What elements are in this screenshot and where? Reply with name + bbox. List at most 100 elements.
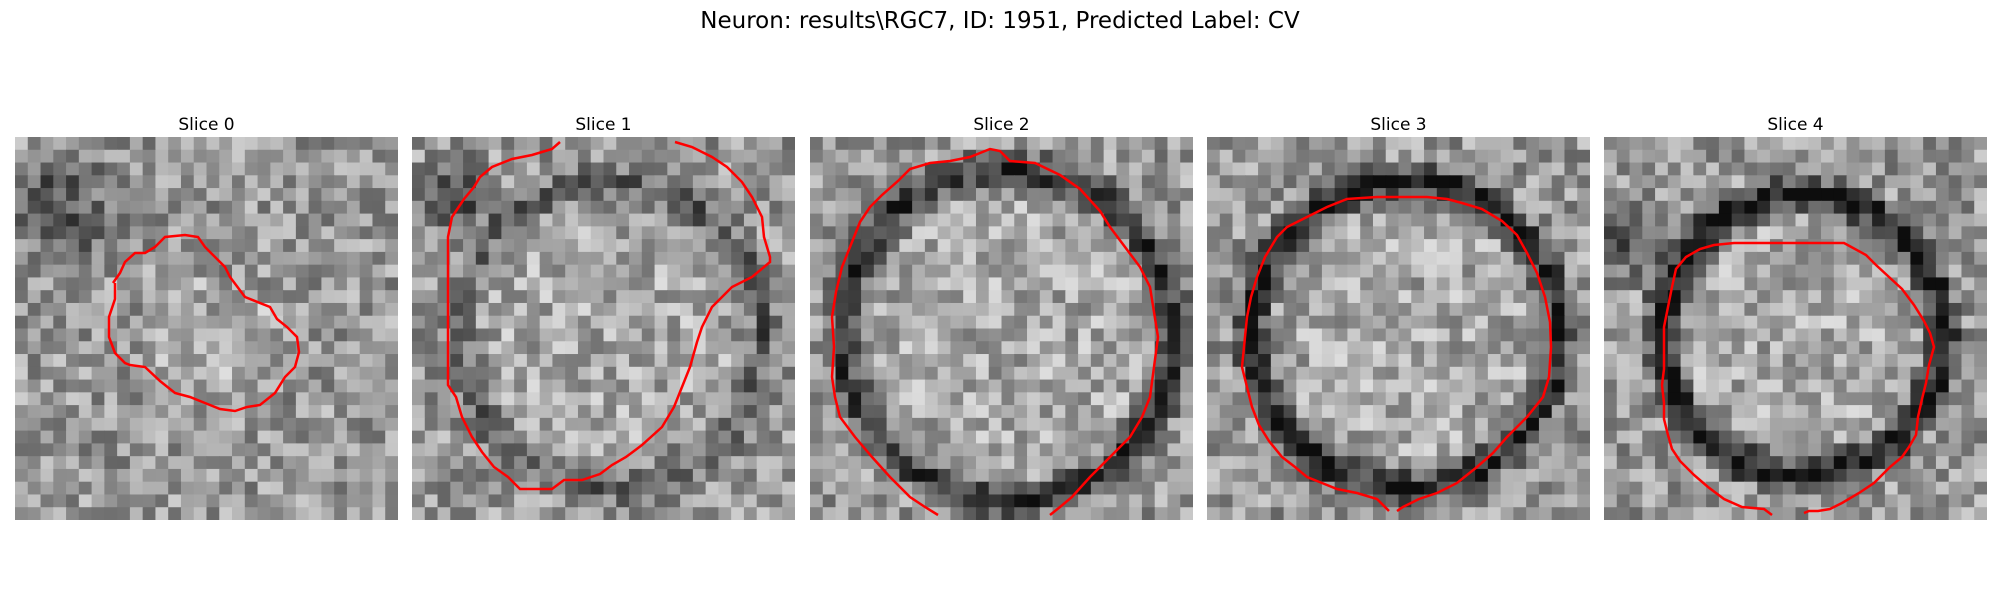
pixel-cell	[78, 481, 93, 496]
pixel-cell	[1154, 468, 1169, 483]
pixel-cell	[1347, 251, 1361, 266]
pixel-cell	[168, 456, 182, 470]
pixel-cell	[912, 341, 926, 355]
pixel-cell	[1065, 379, 1079, 393]
pixel-cell	[1821, 149, 1835, 164]
pixel-cell	[1538, 251, 1553, 266]
pixel-cell	[1436, 417, 1451, 432]
pixel-cell	[1706, 341, 1720, 355]
pixel-cell	[1296, 405, 1310, 419]
pixel-cell	[1897, 175, 1911, 189]
pixel-cell	[270, 456, 284, 470]
pixel-cell	[257, 366, 271, 381]
pixel-cell	[1014, 456, 1028, 470]
pixel-cell	[590, 354, 605, 368]
pixel-cell	[1769, 175, 1784, 189]
pixel-cell	[1795, 366, 1809, 381]
pixel-cell	[1398, 405, 1412, 419]
pixel-cell	[822, 226, 837, 240]
pixel-cell	[861, 366, 875, 381]
pixel-cell	[988, 213, 1003, 227]
pixel-cell	[539, 251, 554, 266]
pixel-cell	[1462, 213, 1476, 227]
pixel-cell	[1513, 213, 1527, 227]
pixel-cell	[899, 430, 913, 444]
pixel-cell	[142, 328, 157, 342]
pixel-cell	[769, 264, 783, 279]
pixel-cell	[501, 226, 515, 240]
pixel-cell	[988, 137, 1003, 151]
pixel-cell	[912, 328, 926, 342]
pixel-cell	[565, 354, 579, 368]
pixel-cell	[91, 137, 105, 151]
pixel-cell	[1180, 149, 1193, 164]
pixel-cell	[1680, 137, 1694, 151]
pixel-cell	[1103, 302, 1117, 317]
pixel-cell	[1167, 341, 1181, 355]
pixel-cell	[1706, 443, 1720, 457]
pixel-cell	[756, 379, 771, 393]
pixel-cell	[40, 405, 54, 419]
pixel-cell	[1372, 226, 1387, 240]
pixel-cell	[1513, 188, 1527, 202]
pixel-cell	[692, 494, 707, 508]
pixel-cell	[1296, 264, 1310, 279]
pixel-cell	[1744, 162, 1758, 176]
pixel-cell	[1270, 494, 1285, 508]
pixel-cell	[1027, 405, 1041, 419]
pixel-cell	[616, 379, 630, 393]
pixel-cell	[641, 302, 656, 317]
pixel-cell	[1027, 188, 1041, 202]
pixel-cell	[1309, 507, 1323, 520]
pixel-cell	[321, 341, 335, 355]
pixel-cell	[104, 379, 118, 393]
pixel-cell	[15, 366, 29, 381]
pixel-cell	[1309, 162, 1323, 176]
pixel-cell	[1526, 443, 1540, 457]
pixel-cell	[1731, 481, 1746, 496]
pixel-cell	[66, 188, 80, 202]
pixel-cell	[1001, 149, 1015, 164]
pixel-cell	[232, 137, 246, 151]
pixel-cell	[1808, 137, 1822, 151]
pixel-cell	[359, 430, 374, 444]
pixel-cell	[129, 137, 144, 151]
pixel-cell	[718, 379, 732, 393]
pixel-cell	[1475, 328, 1489, 342]
pixel-cell	[219, 162, 233, 176]
pixel-cell	[1167, 239, 1181, 253]
pixel-cell	[437, 430, 451, 444]
pixel-cell	[1398, 430, 1412, 444]
pixel-cell	[283, 290, 297, 304]
pixel-cell	[1769, 468, 1784, 483]
pixel-cell	[1859, 188, 1873, 202]
pixel-cell	[924, 494, 939, 508]
pixel-cell	[1360, 302, 1374, 317]
pixel-cell	[1693, 494, 1707, 508]
pixel-cell	[743, 417, 758, 432]
pixel-cell	[1680, 468, 1694, 483]
pixel-cell	[180, 481, 195, 496]
pixel-cell	[667, 226, 681, 240]
pixel-cell	[950, 481, 964, 496]
pixel-cell	[450, 494, 464, 508]
pixel-cell	[1129, 302, 1143, 317]
pixel-cell	[731, 392, 745, 406]
pixel-cell	[15, 277, 29, 291]
pixel-cell	[1731, 226, 1746, 240]
pixel-cell	[1347, 264, 1361, 279]
pixel-cell	[1372, 264, 1387, 279]
pixel-cell	[565, 443, 579, 457]
pixel-cell	[1052, 392, 1066, 406]
pixel-cell	[385, 507, 398, 520]
pixel-cell	[1757, 149, 1771, 164]
pixel-cell	[104, 328, 118, 342]
pixel-cell	[1538, 417, 1553, 432]
pixel-cell	[1411, 507, 1425, 520]
pixel-cell	[924, 341, 939, 355]
pixel-cell	[975, 290, 990, 304]
pixel-cell	[782, 162, 795, 176]
pixel-cell	[1846, 456, 1860, 470]
pixel-cell	[692, 405, 707, 419]
pixel-cell	[1078, 430, 1092, 444]
